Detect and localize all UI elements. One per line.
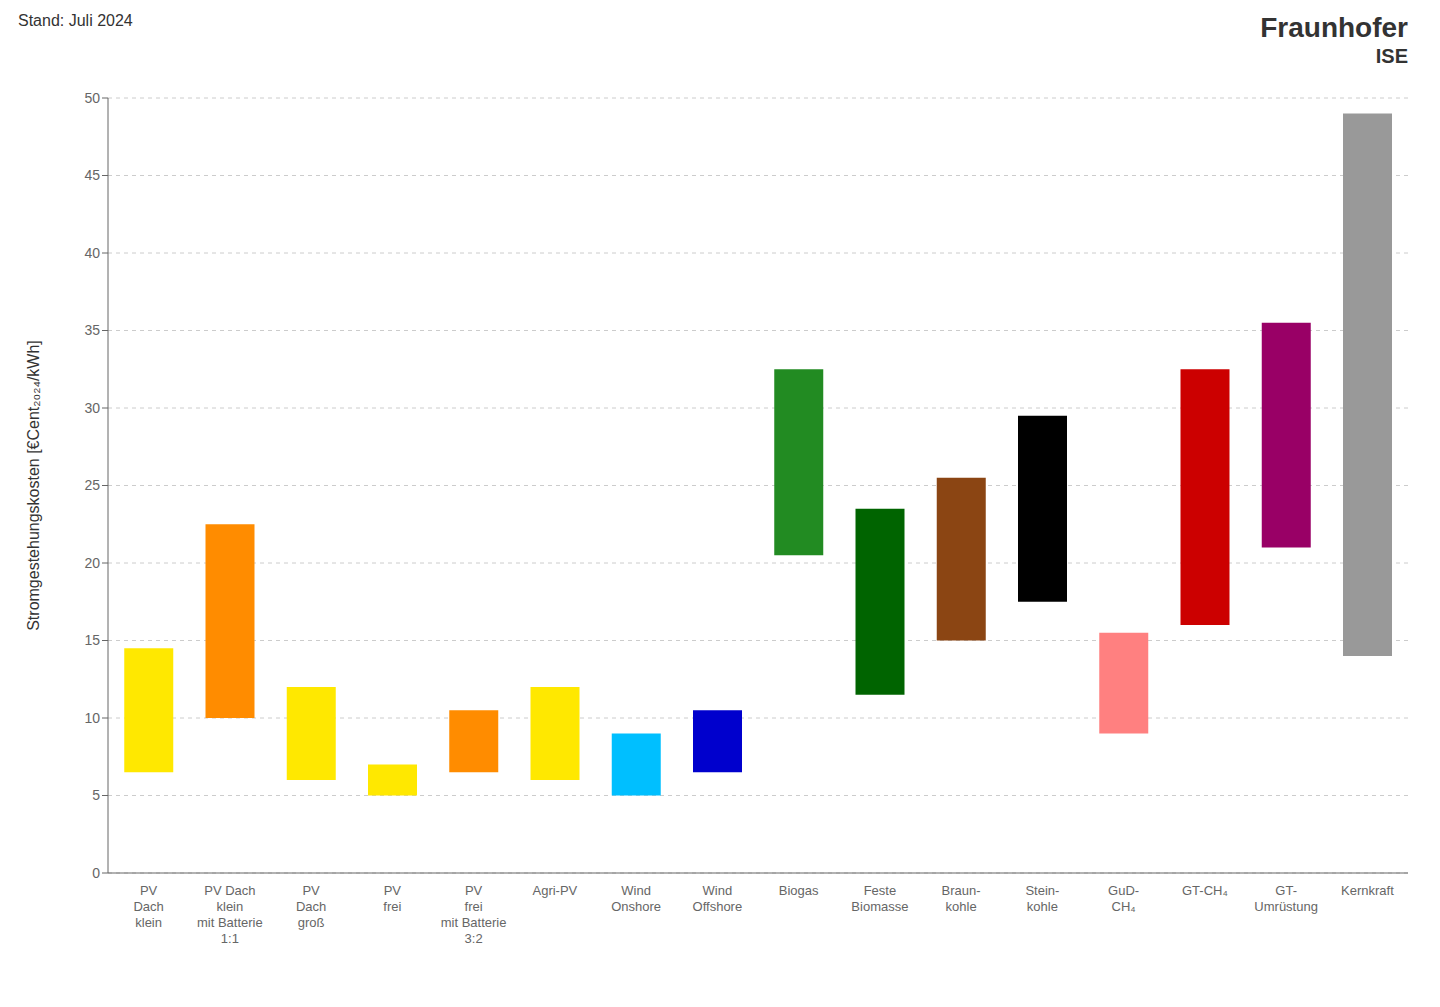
svg-text:FesteBiomasse: FesteBiomasse — [851, 883, 908, 914]
svg-text:Agri-PV: Agri-PV — [532, 883, 577, 898]
svg-text:25: 25 — [84, 477, 100, 493]
svg-text:50: 50 — [84, 90, 100, 106]
svg-text:WindOnshore: WindOnshore — [611, 883, 661, 914]
svg-text:GT-CH₄: GT-CH₄ — [1182, 883, 1228, 898]
svg-text:15: 15 — [84, 632, 100, 648]
svg-text:PVfrei: PVfrei — [383, 883, 401, 914]
svg-text:45: 45 — [84, 167, 100, 183]
svg-text:20: 20 — [84, 555, 100, 571]
html-text:Fraunhofer: Fraunhofer — [1260, 12, 1408, 43]
svg-text:PVDachgroß: PVDachgroß — [296, 883, 326, 930]
svg-text:PVDachklein: PVDachklein — [133, 883, 163, 930]
svg-text:Kernkraft: Kernkraft — [1341, 883, 1394, 898]
svg-text:35: 35 — [84, 322, 100, 338]
svg-text:Biogas: Biogas — [779, 883, 819, 898]
svg-text:GuD-CH₄: GuD-CH₄ — [1108, 883, 1139, 914]
svg-text:WindOffshore: WindOffshore — [693, 883, 743, 914]
svg-text:Stromgestehungskosten [€Cent₂₀: Stromgestehungskosten [€Cent₂₀₂₄/kWh] — [25, 340, 42, 631]
svg-text:PV Dachkleinmit Batterie1:1: PV Dachkleinmit Batterie1:1 — [197, 883, 263, 946]
svg-text:PVfreimit Batterie3:2: PVfreimit Batterie3:2 — [441, 883, 507, 946]
svg-text:30: 30 — [84, 400, 100, 416]
svg-text:Braun-kohle: Braun-kohle — [942, 883, 981, 914]
svg-text:0: 0 — [92, 865, 100, 881]
svg-text:5: 5 — [92, 787, 100, 803]
svg-text:40: 40 — [84, 245, 100, 261]
svg-text:Stein-kohle: Stein-kohle — [1025, 883, 1059, 914]
svg-text:GT-Umrüstung: GT-Umrüstung — [1254, 883, 1318, 914]
html-text:ISE: ISE — [1375, 45, 1408, 67]
html-text:Stand: Juli 2024: Stand: Juli 2024 — [18, 12, 133, 29]
svg-text:10: 10 — [84, 710, 100, 726]
